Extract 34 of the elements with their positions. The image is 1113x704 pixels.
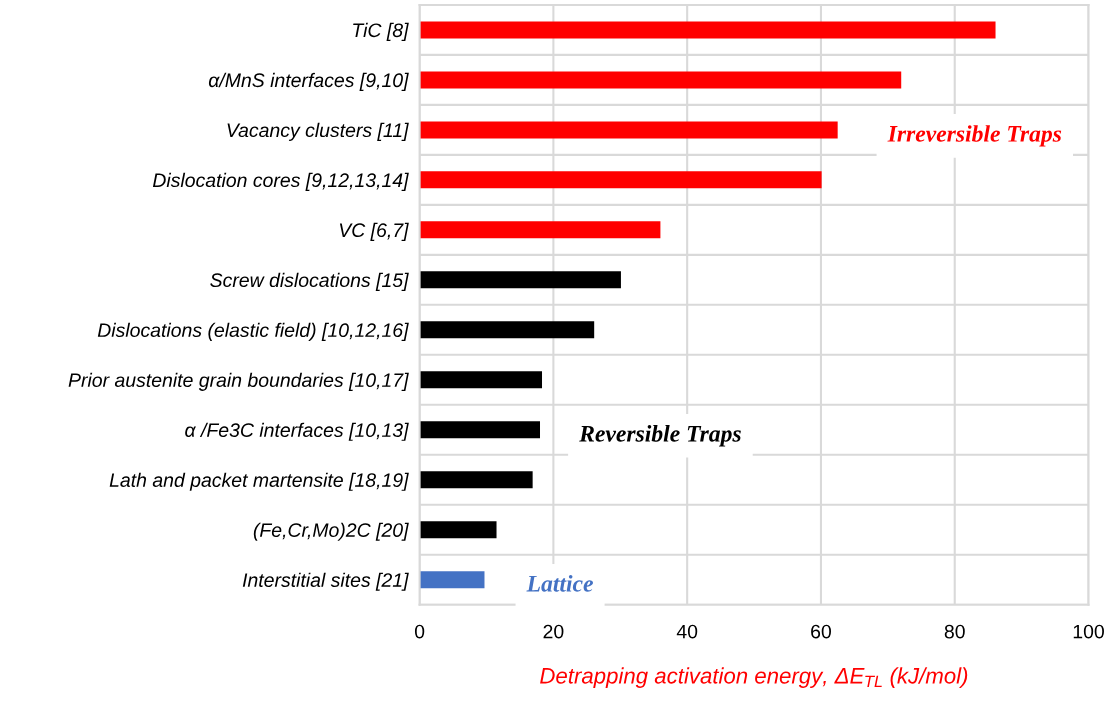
y-tick-label: Screw dislocations [15]	[210, 272, 409, 291]
bar	[419, 521, 497, 539]
annotation: Reversible Traps	[579, 425, 741, 447]
x-tick-label: 80	[944, 624, 965, 639]
bar	[419, 171, 822, 189]
x-tick-label: 100	[1073, 624, 1104, 639]
bar	[419, 21, 996, 39]
x-tick-label: 60	[811, 624, 831, 639]
y-tick-label: Vacancy clusters [11]	[227, 122, 409, 141]
bar	[419, 471, 533, 489]
y-tick-label: α/MnS interfaces [9,10]	[208, 72, 409, 91]
bar	[419, 271, 621, 289]
bar	[419, 71, 902, 89]
x-tick-label: 40	[676, 624, 698, 639]
bar	[419, 421, 541, 439]
bar	[419, 221, 661, 239]
y-tick-label: α /Fe3C interfaces [10,13]	[185, 422, 409, 441]
y-tick-label: VC [6,7]	[339, 222, 409, 241]
annotation: Irreversible Traps	[887, 125, 1062, 147]
y-tick-label: TiC [8]	[353, 22, 409, 41]
y-tick-label: Dislocations (elastic field) [10,12,16]	[97, 322, 409, 341]
bar	[419, 371, 543, 389]
bar	[419, 121, 838, 139]
x-axis-title: Detrapping activation energy, ΔE$_{TL}$ (kJ/mol)	[540, 667, 968, 689]
bar	[419, 321, 595, 339]
y-tick-label: Interstitial sites [21]	[242, 572, 409, 591]
annotation: Lattice	[526, 575, 593, 592]
bar	[419, 571, 485, 589]
y-tick-label: Prior austenite grain boundaries [10,17]	[68, 372, 409, 391]
x-tick-label: 0	[414, 624, 425, 639]
y-tick-label: Lath and packet martensite [18,19]	[109, 472, 409, 491]
x-tick-label: 20	[543, 624, 564, 639]
y-tick-label: (Fe,Cr,Mo)2C [20]	[253, 522, 409, 541]
y-tick-label: Dislocation cores [9,12,13,14]	[152, 172, 409, 191]
